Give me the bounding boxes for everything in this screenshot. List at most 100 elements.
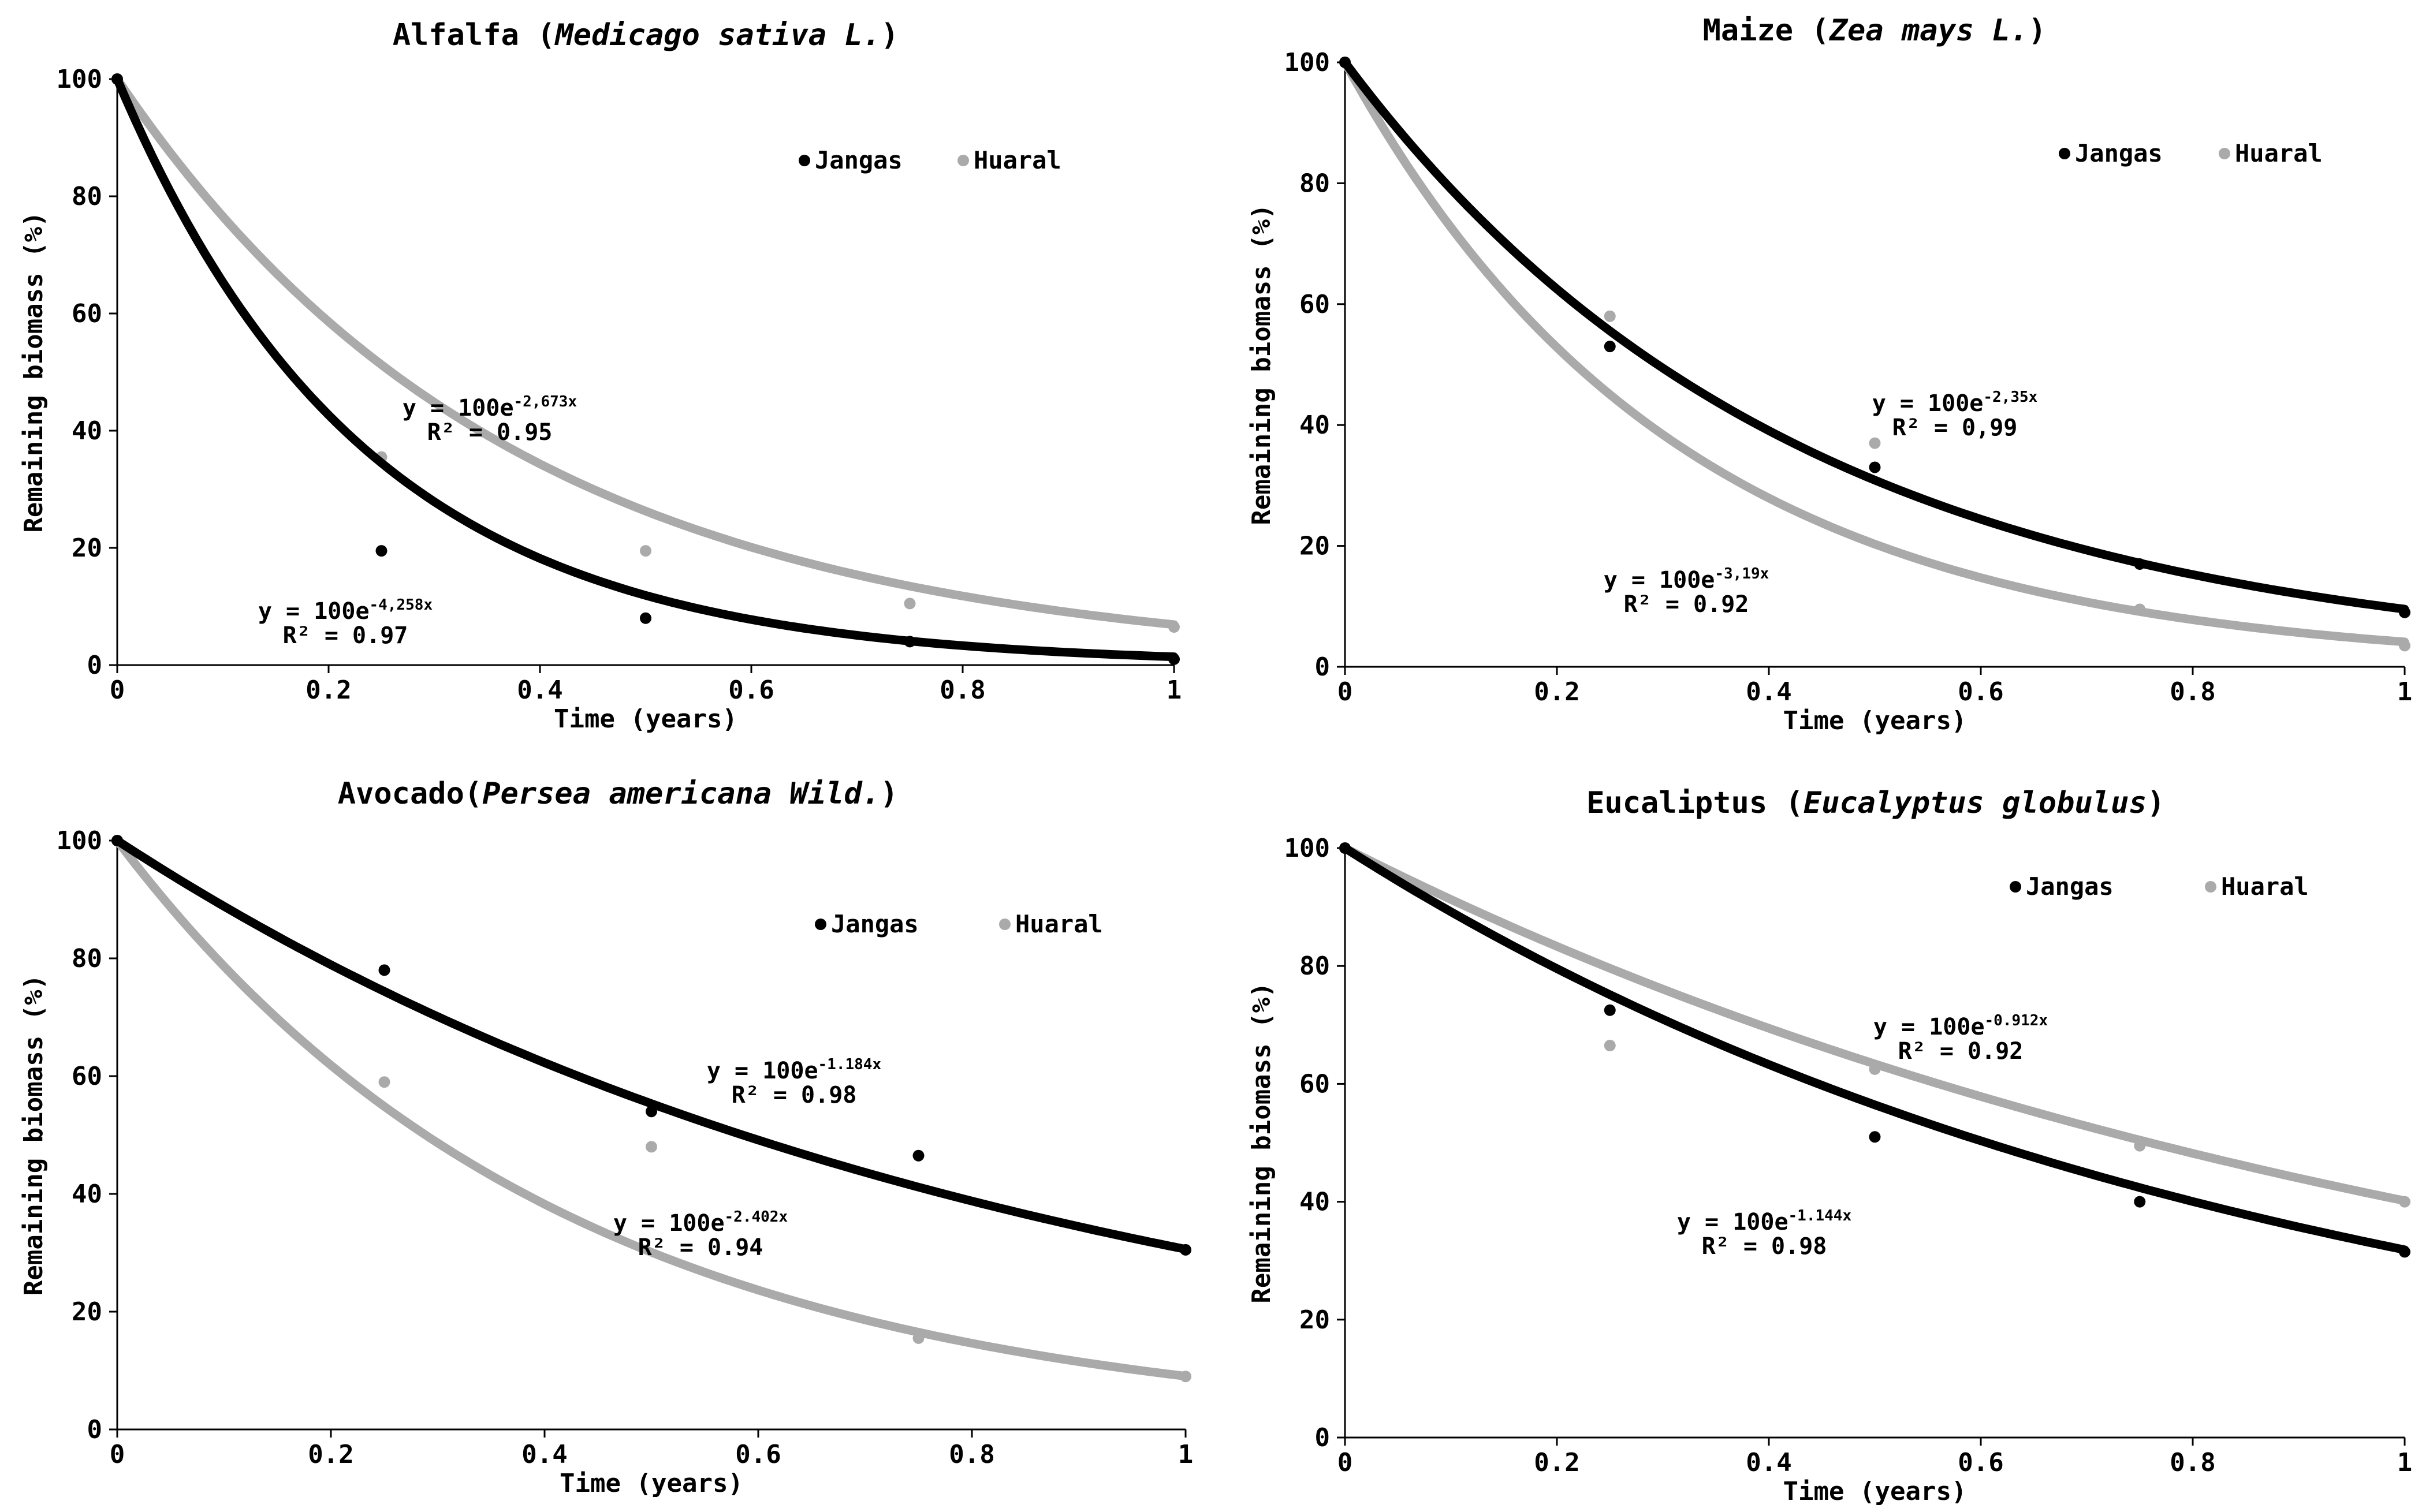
data-point-huaral [904, 598, 916, 610]
r-squared-huaral: R² = 0.92 [1624, 591, 1749, 618]
data-point-jangas [111, 835, 123, 846]
chart-title-common: Avocado( [338, 776, 482, 811]
x-tick-label: 0.8 [2170, 1448, 2215, 1477]
data-point-jangas [2399, 606, 2410, 618]
data-point-jangas [646, 1106, 657, 1118]
y-axis-label: Remaining biomass (%) [1247, 982, 1276, 1303]
equation-jangas: y = 100e-4,258x [258, 596, 433, 625]
chart-panel-3: Avocado(Persea americana Wild.) 0 0.2 0.4 0.… [19, 776, 1193, 1498]
chart-title-end: ) [2028, 13, 2046, 48]
chart-title-common: Eucaliptus ( [1586, 786, 1804, 820]
chart-title-species: Zea mays L. [1829, 13, 2028, 48]
equation-base: y = 100e [1873, 1014, 1985, 1040]
data-point-huaral [912, 1332, 925, 1344]
equation-exponent: -2.402x [725, 1208, 788, 1226]
data-point-jangas [111, 73, 123, 85]
y-tick-label: 0 [87, 1415, 103, 1444]
equation-base: y = 100e [403, 395, 514, 421]
x-tick-label: 0.2 [308, 1440, 353, 1469]
chart-panel-1: Alfalfa (Medicago sativa L.) 0 0.2 0.4 0.6 0.… [19, 18, 1182, 734]
equation-jangas: y = 100e-1.184x [707, 1056, 881, 1084]
legend-label-huaral: Huaral [2221, 872, 2309, 901]
chart-title: Avocado(Persea americana Wild.) [338, 776, 899, 811]
data-point-jangas [1604, 1004, 1616, 1016]
legend-marker-jangas [799, 155, 810, 166]
x-tick-label: 0.6 [1958, 677, 2003, 707]
y-tick-label: 60 [72, 299, 102, 328]
y-tick-label: 60 [72, 1062, 102, 1091]
x-tick-label: 0.2 [1534, 677, 1579, 707]
y-tick-label: 0 [87, 651, 103, 680]
y-tick-label: 40 [1299, 410, 1330, 440]
x-axis-label: Time (years) [1783, 706, 1967, 736]
r-squared-jangas: R² = 0.98 [1702, 1233, 1827, 1260]
legend-label-huaral: Huaral [1015, 910, 1103, 938]
chart-title-species: Medicago sativa L. [554, 18, 881, 53]
y-tick-label: 0 [1315, 652, 1331, 682]
data-point-jangas [2134, 1196, 2146, 1208]
trendline-jangas [1340, 58, 2409, 614]
chart-title: Eucaliptus (Eucalyptus globulus) [1586, 786, 2165, 820]
x-tick-label: 0.8 [940, 675, 985, 705]
equation-exponent: -1.144x [1788, 1207, 1852, 1224]
y-tick-label: 100 [1284, 834, 1330, 863]
r-squared-huaral: R² = 0.94 [638, 1234, 763, 1261]
data-point-jangas [1339, 842, 1351, 854]
equation-exponent: -1.184x [818, 1056, 882, 1073]
y-tick-label: 80 [1299, 169, 1330, 198]
equation-exponent: -2,35x [1983, 389, 2037, 406]
equation-base: y = 100e [613, 1210, 725, 1237]
data-point-jangas [1869, 461, 1881, 473]
data-point-jangas [2134, 558, 2146, 570]
data-point-jangas [375, 545, 387, 557]
y-tick-label: 0 [1315, 1423, 1331, 1453]
data-point-jangas [904, 636, 916, 648]
equation-huaral: y = 100e-0.912x [1873, 1012, 2048, 1040]
data-point-jangas [378, 964, 390, 976]
x-tick-label: 0.8 [2170, 677, 2215, 707]
legend-label-jangas: Jangas [831, 910, 919, 938]
legend-marker-jangas [815, 919, 826, 930]
y-tick-label: 60 [1299, 1069, 1330, 1099]
x-tick-label: 0.2 [305, 675, 351, 705]
legend-label-jangas: Jangas [2026, 872, 2114, 901]
chart-title: Maize (Zea mays L.) [1703, 13, 2047, 48]
trendline-huaral [113, 836, 1190, 1381]
data-point-huaral [378, 1076, 390, 1088]
y-tick-label: 100 [1284, 48, 1330, 77]
data-point-huaral [1869, 437, 1881, 449]
x-tick-label: 0.4 [1746, 1448, 1791, 1477]
data-point-jangas [1604, 341, 1616, 353]
legend-label-jangas: Jangas [2075, 139, 2163, 167]
chart-title-common: Maize ( [1703, 13, 1829, 48]
x-tick-label: 1 [1167, 675, 1182, 705]
x-tick-label: 0.6 [1958, 1448, 2003, 1477]
x-axis-label: Time (years) [1783, 1477, 1967, 1506]
legend-marker-huaral [957, 155, 969, 166]
x-tick-label: 1 [1178, 1440, 1194, 1469]
legend-marker-jangas [2059, 148, 2070, 159]
chart-title-end: ) [881, 18, 899, 53]
y-tick-label: 80 [72, 182, 102, 211]
x-tick-label: 0.4 [517, 675, 562, 705]
x-tick-label: 0 [1337, 1448, 1353, 1477]
data-point-huaral [640, 545, 651, 557]
y-tick-label: 80 [72, 944, 102, 973]
equation-huaral: y = 100e-2.402x [613, 1208, 788, 1237]
equation-base: y = 100e [1604, 567, 1715, 593]
x-tick-label: 0.4 [1746, 677, 1791, 707]
trendline-jangas [1340, 843, 2409, 1255]
data-point-jangas [640, 612, 651, 624]
equation-exponent: -2,673x [514, 393, 577, 410]
x-tick-label: 0.4 [521, 1440, 567, 1469]
data-point-jangas [1180, 1244, 1191, 1256]
y-tick-label: 100 [57, 826, 102, 856]
x-tick-label: 0.6 [728, 675, 774, 705]
equation-exponent: -4,258x [370, 596, 433, 614]
data-point-jangas [1339, 57, 1351, 68]
equation-base: y = 100e [258, 598, 370, 625]
data-point-huaral [1180, 1371, 1191, 1383]
x-tick-label: 0 [110, 1440, 125, 1469]
x-tick-label: 0 [1337, 677, 1353, 707]
